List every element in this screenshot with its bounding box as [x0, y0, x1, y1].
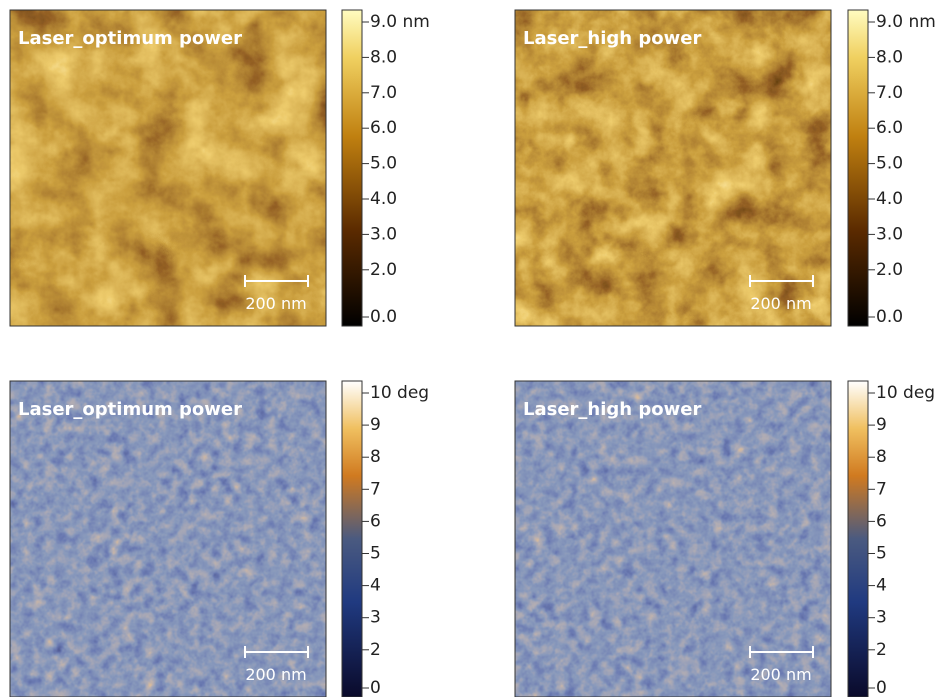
colorbar	[847, 380, 869, 697]
colorbar-tick-label: 7	[876, 479, 887, 499]
colorbar-tick-label: 9.0 nm	[876, 12, 936, 32]
afm-image	[10, 10, 326, 326]
colorbar-tick-label: 9	[370, 415, 381, 435]
colorbar-tick-label: 9.0 nm	[370, 12, 430, 32]
colorbar-tick-label: 10 deg	[876, 383, 935, 403]
colorbar-tick-label: 0.0	[876, 307, 903, 327]
colorbar-tick-label: 8	[876, 447, 887, 467]
scale-bar-label: 200 nm	[750, 294, 811, 313]
colorbar-tick-label: 2.0	[370, 260, 397, 280]
colorbar-tick-label: 2.0	[876, 260, 903, 280]
image-border	[9, 380, 327, 697]
colorbar-tick-label: 4	[370, 576, 381, 596]
colorbar-tick-label: 4	[876, 576, 887, 596]
colorbar-tick-label: 6	[370, 511, 381, 531]
colorbar-tick-label: 7.0	[370, 83, 397, 103]
image-border	[514, 380, 832, 697]
scale-bar-label: 200 nm	[245, 294, 306, 313]
colorbar-tick-label: 3.0	[370, 224, 397, 244]
image-border	[9, 9, 327, 327]
afm-image	[515, 10, 831, 326]
colorbar-tick-label: 8.0	[370, 47, 397, 67]
colorbar-tick-label: 3	[876, 608, 887, 628]
panel-label: Laser_optimum power	[18, 399, 242, 420]
colorbar-tick-label: 6.0	[876, 118, 903, 138]
colorbar-tick-label: 0.0	[370, 307, 397, 327]
colorbar-tick-label: 5	[370, 544, 381, 564]
scale-bar-label: 200 nm	[245, 665, 306, 684]
colorbar	[847, 9, 869, 327]
colorbar-tick-label: 7.0	[876, 83, 903, 103]
panel-label: Laser_optimum power	[18, 28, 242, 49]
colorbar-tick-label: 8.0	[876, 47, 903, 67]
colorbar-tick-label: 4.0	[876, 189, 903, 209]
colorbar-tick-label: 0	[876, 678, 887, 697]
colorbar-tick-label: 0	[370, 678, 381, 697]
colorbar-tick-label: 6.0	[370, 118, 397, 138]
panel-label: Laser_high power	[523, 28, 701, 49]
scale-bar-label: 200 nm	[750, 665, 811, 684]
colorbar-tick-label: 4.0	[370, 189, 397, 209]
panel-label: Laser_high power	[523, 399, 701, 420]
colorbar-tick-label: 2	[876, 640, 887, 660]
colorbar-tick-label: 6	[876, 511, 887, 531]
colorbar	[341, 380, 363, 697]
afm-image	[10, 381, 326, 697]
colorbar-tick-label: 10 deg	[370, 383, 429, 403]
image-border	[514, 9, 832, 327]
colorbar-tick-label: 3.0	[876, 224, 903, 244]
colorbar-tick-label: 9	[876, 415, 887, 435]
afm-image	[515, 381, 831, 697]
colorbar-tick-label: 5	[876, 544, 887, 564]
colorbar-tick-label: 3	[370, 608, 381, 628]
colorbar	[341, 9, 363, 327]
colorbar-tick-label: 2	[370, 640, 381, 660]
colorbar-tick-label: 8	[370, 447, 381, 467]
colorbar-tick-label: 5.0	[370, 154, 397, 174]
colorbar-tick-label: 5.0	[876, 154, 903, 174]
colorbar-tick-label: 7	[370, 479, 381, 499]
